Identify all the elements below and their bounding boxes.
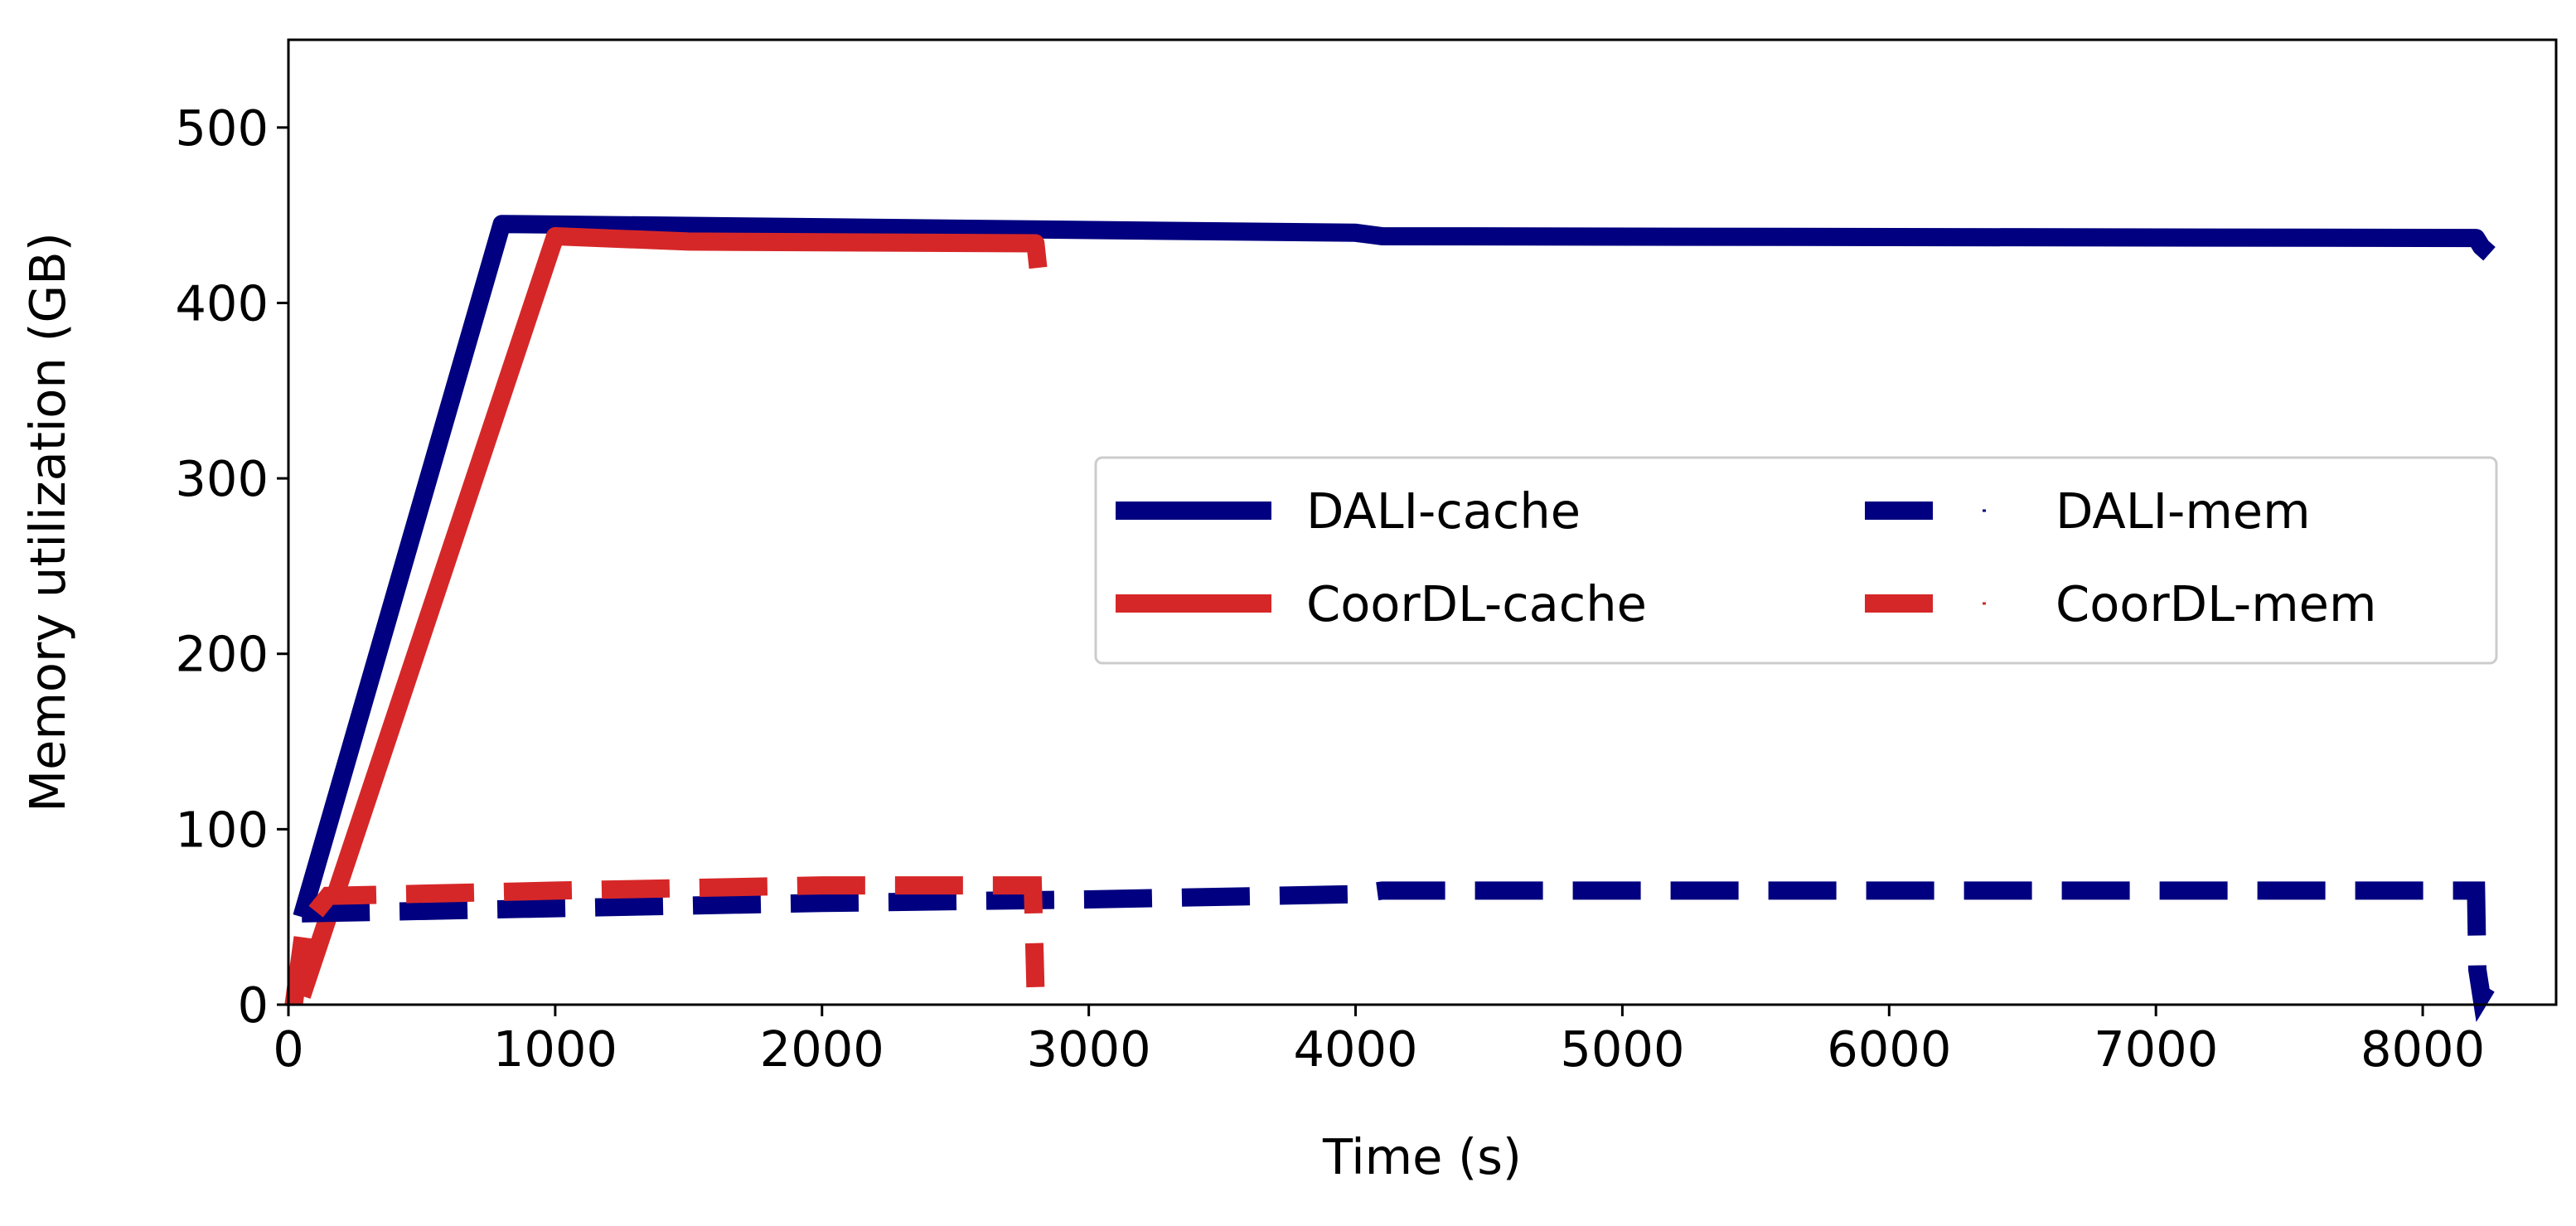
legend: DALI-cache CoorDL-cache DALI-mem CoorDL-mem [1094, 456, 2498, 665]
legend-box [1094, 456, 2498, 665]
x-tick-label: 3000 [1027, 1020, 1151, 1078]
series-line-coordl-mem [284, 876, 1045, 1006]
y-axis-ticks: 0 100 200 300 400 500 [175, 99, 288, 1034]
legend-label-dali-cache: DALI-cache [1306, 482, 1581, 540]
y-tick-label: 100 [175, 801, 269, 858]
y-axis-label: Memory utilization (GB) [19, 232, 76, 812]
series-line-dali-mem [301, 881, 2495, 1023]
series-line-coordl-cache [293, 227, 1048, 999]
x-tick-label: 4000 [1293, 1020, 1417, 1078]
x-tick-label: 1000 [493, 1020, 617, 1078]
x-tick-label: 8000 [2361, 1020, 2485, 1078]
y-tick-label: 0 [237, 976, 269, 1034]
x-tick-label: 6000 [1827, 1020, 1951, 1078]
legend-label-coordl-mem: CoorDL-mem [2055, 575, 2376, 632]
x-axis-label: Time (s) [1322, 1128, 1522, 1185]
x-tick-label: 0 [273, 1020, 304, 1078]
x-axis-ticks: 0 1000 2000 3000 4000 5000 6000 7000 8000 [273, 1005, 2485, 1078]
y-tick-label: 400 [175, 274, 269, 332]
series-layer [284, 215, 2496, 1023]
legend-label-dali-mem: DALI-mem [2055, 482, 2311, 540]
x-tick-label: 2000 [760, 1020, 884, 1078]
series-line-dali-cache [293, 215, 2496, 920]
legend-label-coordl-cache: CoorDL-cache [1306, 575, 1647, 632]
y-tick-label: 200 [175, 626, 269, 683]
y-tick-label: 300 [175, 450, 269, 507]
x-tick-label: 7000 [2094, 1020, 2218, 1078]
plot-frame [287, 38, 2558, 1006]
y-tick-label: 500 [175, 99, 269, 157]
x-tick-label: 5000 [1560, 1020, 1684, 1078]
